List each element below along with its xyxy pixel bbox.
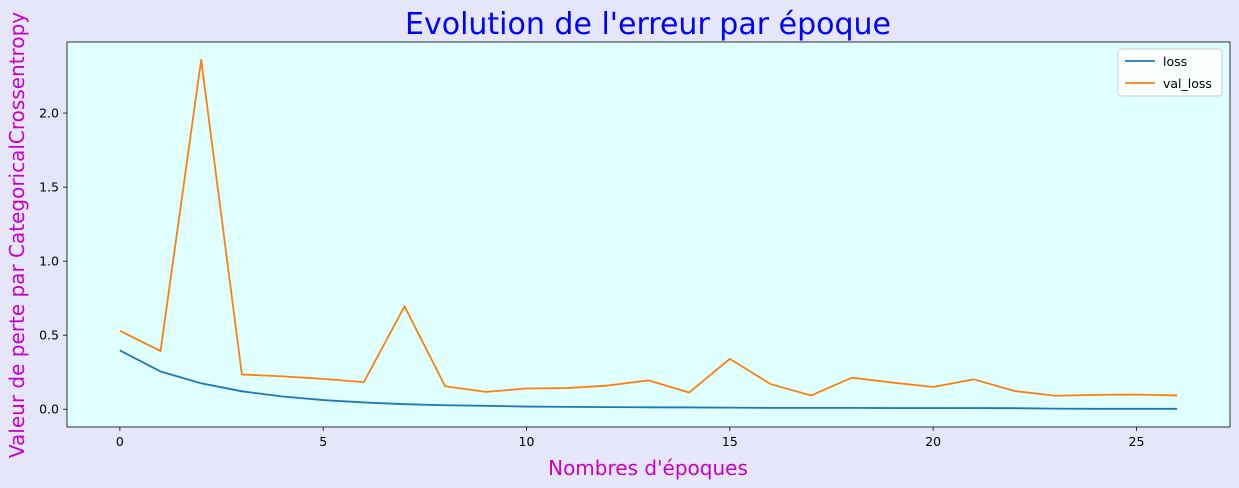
legend: loss val_loss <box>1117 48 1223 97</box>
x-tick-label: 20 <box>925 434 941 449</box>
x-tick-label: 10 <box>519 434 535 449</box>
y-axis-label: Valeur de perte par CategoricalCrossentr… <box>5 12 29 458</box>
series-line-val-loss <box>119 58 1178 397</box>
legend-label-val-loss: val_loss <box>1163 76 1212 91</box>
series-layer <box>119 58 1178 410</box>
x-axis-label: Nombres d'époques <box>548 456 748 480</box>
y-tick-label: 1.5 <box>39 180 59 195</box>
x-tick-label: 0 <box>116 434 124 449</box>
x-axis-ticks: 0 5 10 15 20 25 <box>116 427 1145 449</box>
legend-label-loss: loss <box>1163 54 1187 69</box>
x-tick-label: 25 <box>1129 434 1145 449</box>
x-tick-label: 15 <box>722 434 738 449</box>
series-line-loss <box>119 349 1178 410</box>
plot-area <box>66 41 1231 428</box>
chart-title: Evolution de l'erreur par époque <box>405 7 891 42</box>
y-tick-label: 1.0 <box>39 254 59 269</box>
y-tick-label: 0.0 <box>39 402 59 417</box>
y-tick-label: 2.0 <box>39 106 59 121</box>
y-tick-label: 0.5 <box>39 328 59 343</box>
x-tick-label: 5 <box>319 434 327 449</box>
y-axis-ticks: 0.0 0.5 1.0 1.5 2.0 <box>39 106 67 417</box>
